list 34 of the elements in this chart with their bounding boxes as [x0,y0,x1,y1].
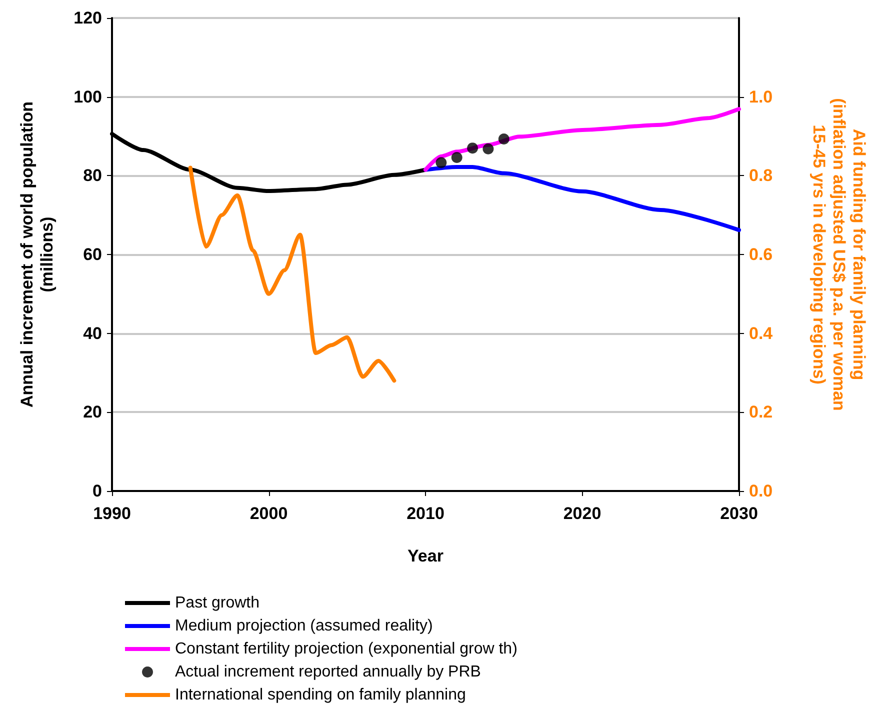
y-tick-label: 80 [83,166,102,186]
y-tick-label: 120 [74,8,102,28]
legend-label: Actual increment reported annually by PRB [175,664,481,680]
y2-tick-label: 1.0 [749,87,773,106]
legend-label: Constant fertility projection (exponential grow th) [175,640,518,658]
y-tick-label: 60 [83,245,102,264]
y2-tick-label: 0.6 [749,245,773,264]
y-tick-label: 40 [83,324,102,343]
y2-axis-title: Aid funding for family planning (inflation adjusted US$ p.a. per woman 15-45 yrs in developing regions) [810,98,868,411]
line-series [424,164,741,232]
x-tick-label: 2010 [406,504,444,523]
y-axis-title: Annual increment of world population (millions) [18,102,56,408]
point [482,143,494,154]
line-series [188,166,396,383]
x-tick-label: 1990 [93,504,131,523]
point [451,152,462,164]
point [467,142,478,154]
x-tick-label: 2000 [250,504,288,523]
y-tick-label: 0 [92,482,102,500]
point [436,157,447,168]
legend-label: Past growth [175,594,260,612]
y2-tick-label: 0.0 [749,482,773,500]
x-tick-label: 2030 [720,504,758,523]
y-tick-label: 100 [74,87,102,106]
legend-label: International spending on family planning [175,686,466,704]
legend-label: Medium projection (assumed reality) [175,618,433,634]
point [498,134,510,145]
y2-tick-label: 0.8 [749,166,773,186]
x-tick-label: 2020 [563,504,602,523]
y2-tick-label: 0.4 [749,324,774,343]
x-axis-title: Year [408,546,444,566]
y-tick-label: 20 [83,402,102,422]
y2-tick-label: 0.2 [749,402,773,422]
line-series [424,107,741,172]
